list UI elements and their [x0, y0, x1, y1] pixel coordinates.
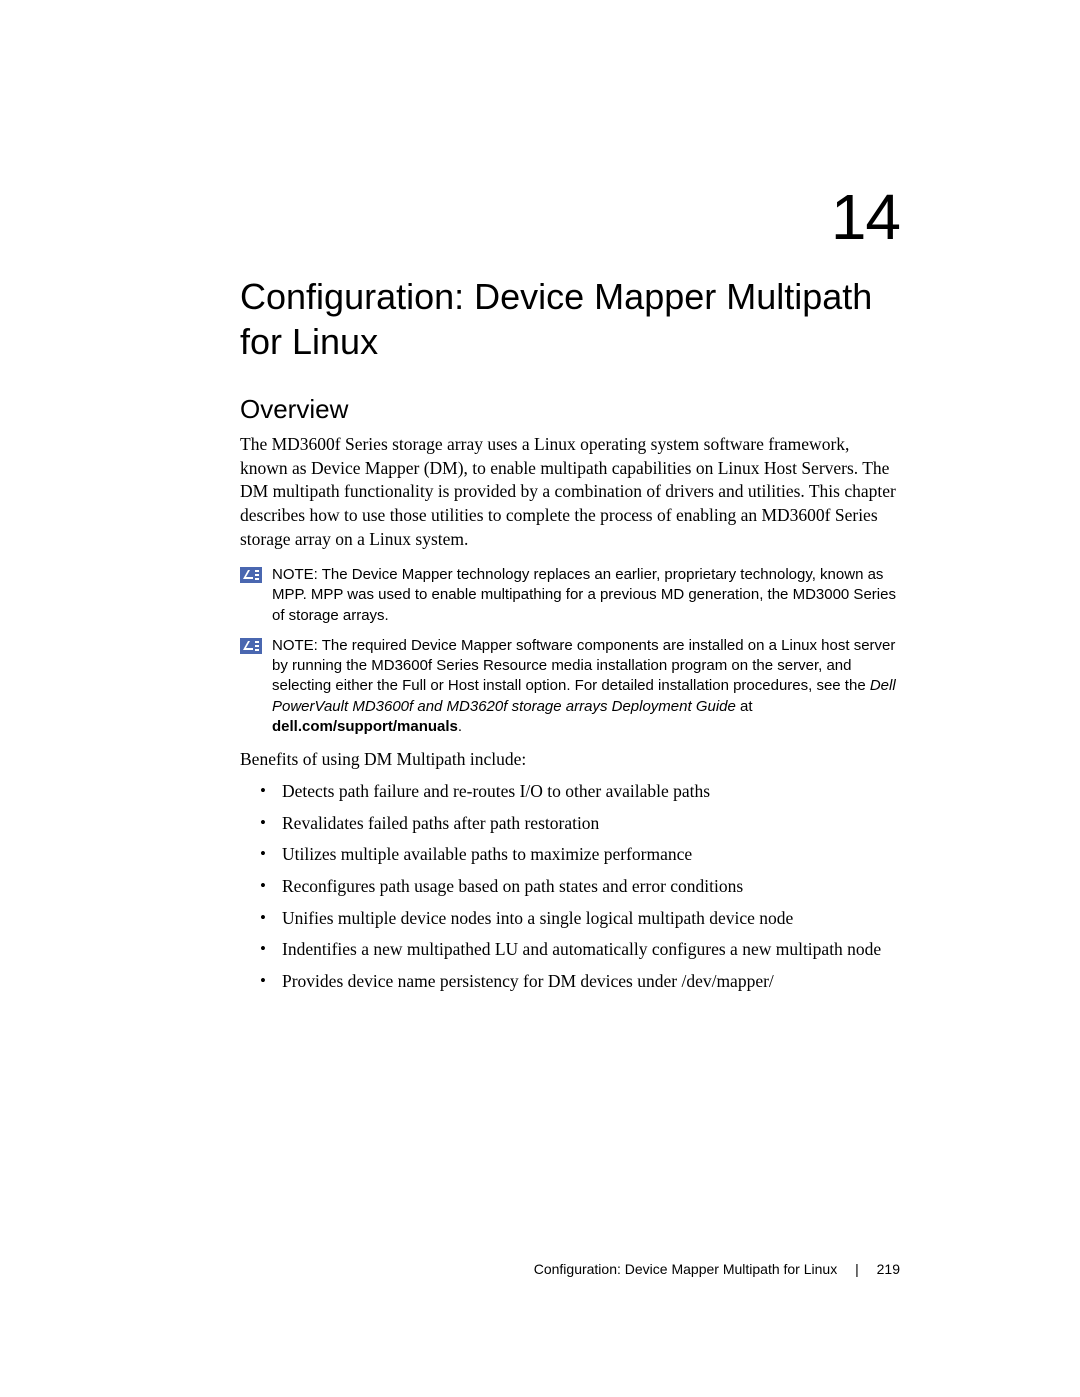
list-item: Reconfigures path usage based on path st…	[282, 875, 900, 899]
page-footer: Configuration: Device Mapper Multipath f…	[534, 1261, 900, 1277]
list-item: Indentifies a new multipathed LU and aut…	[282, 938, 900, 962]
list-item: Utilizes multiple available paths to max…	[282, 843, 900, 867]
note-text-1: NOTE: The Device Mapper technology repla…	[272, 565, 900, 626]
list-item: Unifies multiple device nodes into a sin…	[282, 907, 900, 931]
note-body-post: .	[458, 718, 462, 735]
chapter-number: 14	[240, 180, 900, 254]
list-item: Detects path failure and re-routes I/O t…	[282, 780, 900, 804]
note-body-pre: The required Device Mapper software comp…	[272, 637, 895, 695]
page: 14 Configuration: Device Mapper Multipat…	[0, 0, 1080, 1397]
footer-title: Configuration: Device Mapper Multipath f…	[534, 1261, 838, 1277]
footer-page-number: 219	[877, 1261, 900, 1277]
note-icon	[240, 638, 262, 654]
note-body: The Device Mapper technology replaces an…	[272, 566, 896, 624]
note-body-bold: dell.com/support/manuals	[272, 718, 458, 735]
benefits-intro: Benefits of using DM Multipath include:	[240, 749, 900, 770]
benefits-list: Detects path failure and re-routes I/O t…	[240, 780, 900, 993]
chapter-title: Configuration: Device Mapper Multipath f…	[240, 274, 900, 364]
note-label: NOTE:	[272, 637, 322, 654]
note-icon	[240, 567, 262, 583]
note-label: NOTE:	[272, 566, 322, 583]
section-title-overview: Overview	[240, 394, 900, 425]
list-item: Revalidates failed paths after path rest…	[282, 812, 900, 836]
overview-paragraph: The MD3600f Series storage array uses a …	[240, 433, 900, 551]
note-body-mid: at	[736, 698, 753, 715]
note-text-2: NOTE: The required Device Mapper softwar…	[272, 636, 900, 737]
list-item: Provides device name persistency for DM …	[282, 970, 900, 994]
note-block-2: NOTE: The required Device Mapper softwar…	[240, 636, 900, 737]
footer-separator: |	[855, 1261, 859, 1277]
note-block-1: NOTE: The Device Mapper technology repla…	[240, 565, 900, 626]
